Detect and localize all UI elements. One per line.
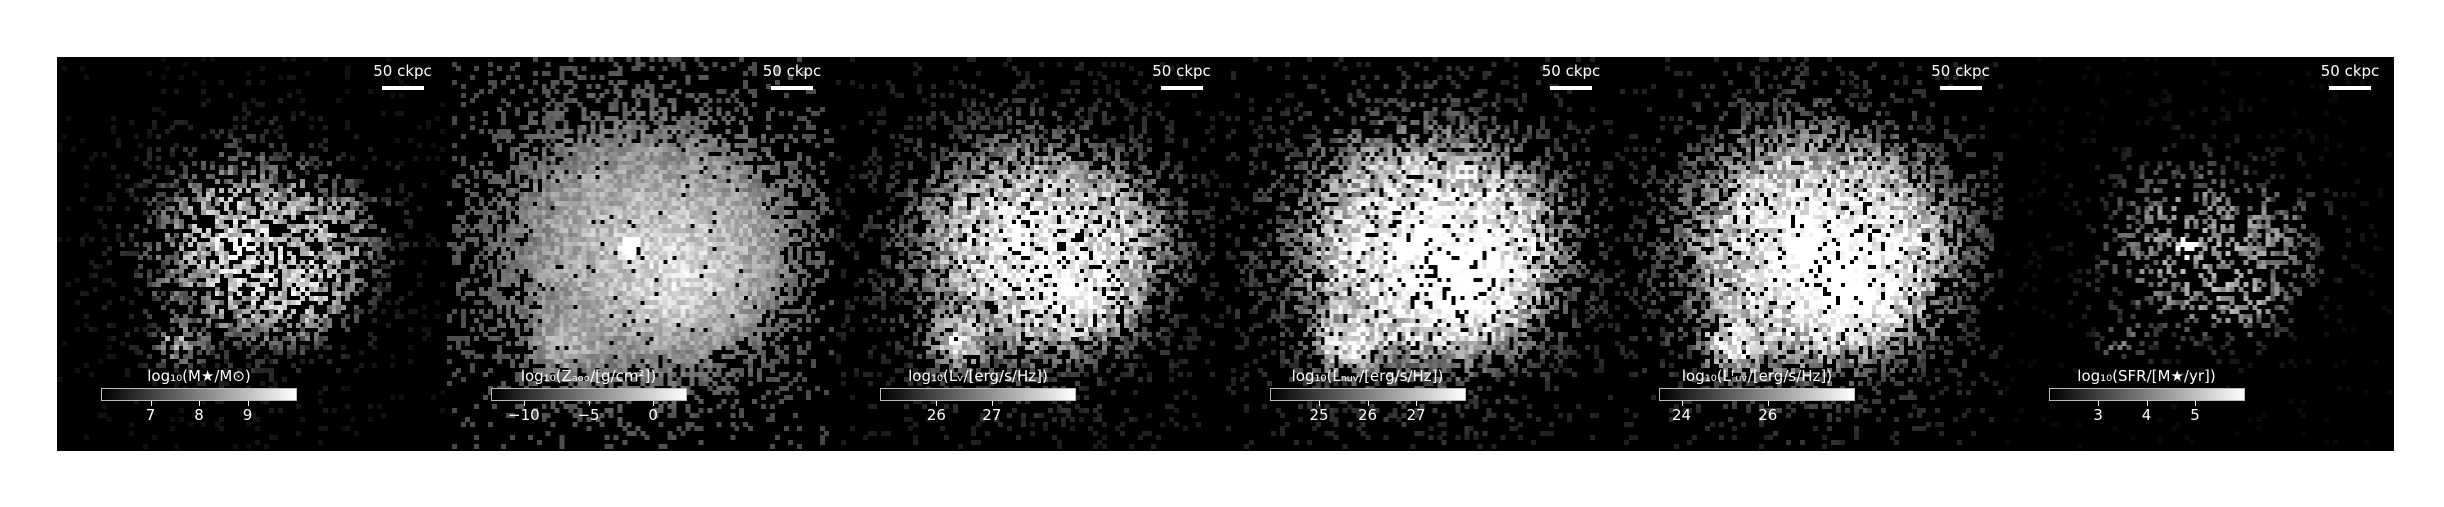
- scalebar-line: [1160, 86, 1203, 90]
- fuv-luminosity-map-image: [1615, 57, 2005, 451]
- colorbar-gradient: [880, 388, 1076, 401]
- scalebar-line: [1939, 86, 1982, 90]
- colorbar-tick: [2098, 401, 2099, 406]
- colorbar-gradient: [1659, 388, 1855, 401]
- colorbar-label: log₁₀(M★/M⊙): [147, 367, 251, 385]
- scalebar: 50 ckpc: [2320, 62, 2380, 90]
- colorbar: log₁₀(Zₐₒₒ/[g/cm²]) −10 −5 0: [490, 367, 687, 425]
- fuv-luminosity-map-panel: 50 ckpc log₁₀(Lᶠᵤᵥ/[erg/s/Hz]) 24 26: [1615, 57, 2005, 451]
- colorbar-tick-label: 27: [982, 406, 1002, 424]
- colorbar: log₁₀(SFR/[M★/yr]) 3 4 5: [2048, 367, 2245, 425]
- colorbar-ticks: 3 4 5: [2049, 401, 2245, 425]
- nuv-luminosity-map-image: [1225, 57, 1615, 451]
- colorbar-gradient: [101, 388, 297, 401]
- colorbar-tick: [588, 401, 590, 406]
- scalebar: 50 ckpc: [1931, 62, 1991, 90]
- colorbar-tick: [1367, 401, 1369, 406]
- colorbar-tick-label: 26: [1758, 406, 1778, 424]
- v-band-luminosity-map-panel: 50 ckpc log₁₀(Lᵥ/[erg/s/Hz]) 26 27: [836, 57, 1226, 451]
- colorbar-tick-label: 9: [242, 406, 253, 424]
- stellar-mass-map-panel: 50 ckpc log₁₀(M★/M⊙) 7 8 9: [57, 57, 447, 451]
- colorbar-label: log₁₀(Zₐₒₒ/[g/cm²]): [520, 367, 657, 385]
- scalebar: 50 ckpc: [1541, 62, 1601, 90]
- stellar-mass-map-image: [57, 57, 447, 451]
- colorbar-tick: [247, 401, 249, 406]
- sfr-map-image: [2004, 57, 2394, 451]
- colorbar-ticks: −10 −5 0: [491, 401, 687, 425]
- colorbar-tick: [523, 401, 525, 406]
- colorbar-tick-label: −5: [577, 406, 600, 424]
- colorbar-label: log₁₀(SFR/[M★/yr]): [2077, 367, 2216, 385]
- colorbar: log₁₀(Lᶠᵤᵥ/[erg/s/Hz]) 24 26: [1659, 367, 1855, 425]
- colorbar-tick-label: 0: [648, 406, 658, 424]
- scalebar-label: 50 ckpc: [1152, 62, 1211, 80]
- scalebar-label: 50 ckpc: [373, 62, 432, 80]
- colorbar-tick: [991, 401, 993, 406]
- colorbar-tick: [150, 401, 152, 406]
- scalebar-line: [2329, 86, 2371, 90]
- scalebar-label: 50 ckpc: [762, 62, 822, 80]
- colorbar-tick-label: −10: [508, 406, 540, 424]
- colorbar-label: log₁₀(Lₙᵤᵥ/[erg/s/Hz]): [1291, 367, 1444, 385]
- colorbar-tick: [1319, 401, 1320, 406]
- colorbar: log₁₀(M★/M⊙) 7 8 9: [101, 367, 297, 425]
- scalebar: 50 ckpc: [373, 62, 433, 90]
- colorbar-gradient: [2048, 388, 2245, 401]
- colorbar-tick: [653, 401, 655, 406]
- colorbar-label: log₁₀(Lᵥ/[erg/s/Hz]): [908, 367, 1048, 385]
- colorbar-tick: [199, 401, 200, 406]
- colorbar-tick-label: 26: [926, 406, 946, 424]
- colorbar-tick-label: 24: [1672, 406, 1692, 424]
- scalebar-label: 50 ckpc: [1931, 62, 1990, 80]
- colorbar-gradient: [1269, 388, 1466, 401]
- scalebar-line: [381, 86, 424, 90]
- colorbar-tick-label: 7: [145, 406, 156, 424]
- colorbar: log₁₀(Lₙᵤᵥ/[erg/s/Hz]) 25 26 27: [1269, 367, 1466, 425]
- colorbar-tick: [2195, 401, 2196, 406]
- scalebar-label: 50 ckpc: [2320, 62, 2380, 80]
- colorbar-gradient: [490, 388, 687, 401]
- colorbar-tick-label: 3: [2093, 406, 2103, 424]
- colorbar-tick-label: 26: [1357, 406, 1378, 424]
- colorbar-tick-label: 25: [1309, 406, 1329, 424]
- colorbar-tick-label: 4: [2141, 406, 2152, 424]
- colorbar-tick-label: 5: [2190, 406, 2200, 424]
- scalebar-line: [771, 86, 813, 90]
- colorbar-tick-label: 8: [194, 406, 204, 424]
- colorbar-tick: [1767, 401, 1769, 406]
- colorbar-tick: [936, 401, 938, 406]
- colorbar-ticks: 25 26 27: [1270, 401, 1466, 425]
- scalebar: 50 ckpc: [1152, 62, 1212, 90]
- scalebar-label: 50 ckpc: [1541, 62, 1601, 80]
- metallicity-map-image: [446, 57, 836, 451]
- v-band-luminosity-map-image: [836, 57, 1226, 451]
- scalebar: 50 ckpc: [762, 62, 822, 90]
- colorbar-tick-label: 27: [1406, 406, 1426, 424]
- colorbar-ticks: 7 8 9: [101, 401, 297, 425]
- colorbar-tick: [1416, 401, 1417, 406]
- scalebar-line: [1550, 86, 1592, 90]
- colorbar-ticks: 24 26: [1659, 401, 1855, 425]
- sfr-map-panel: 50 ckpc log₁₀(SFR/[M★/yr]) 3 4 5: [2004, 57, 2394, 451]
- colorbar-tick: [1681, 401, 1683, 406]
- colorbar-tick: [2146, 401, 2148, 406]
- colorbar: log₁₀(Lᵥ/[erg/s/Hz]) 26 27: [880, 367, 1076, 425]
- colorbar-label: log₁₀(Lᶠᵤᵥ/[erg/s/Hz]): [1681, 367, 1833, 385]
- galaxy-map-strip: 50 ckpc log₁₀(M★/M⊙) 7 8 9 50 ckpc log₁₀…: [57, 57, 2394, 451]
- colorbar-ticks: 26 27: [880, 401, 1076, 425]
- metallicity-map-panel: 50 ckpc log₁₀(Zₐₒₒ/[g/cm²]) −10 −5 0: [446, 57, 836, 451]
- nuv-luminosity-map-panel: 50 ckpc log₁₀(Lₙᵤᵥ/[erg/s/Hz]) 25 26 27: [1225, 57, 1615, 451]
